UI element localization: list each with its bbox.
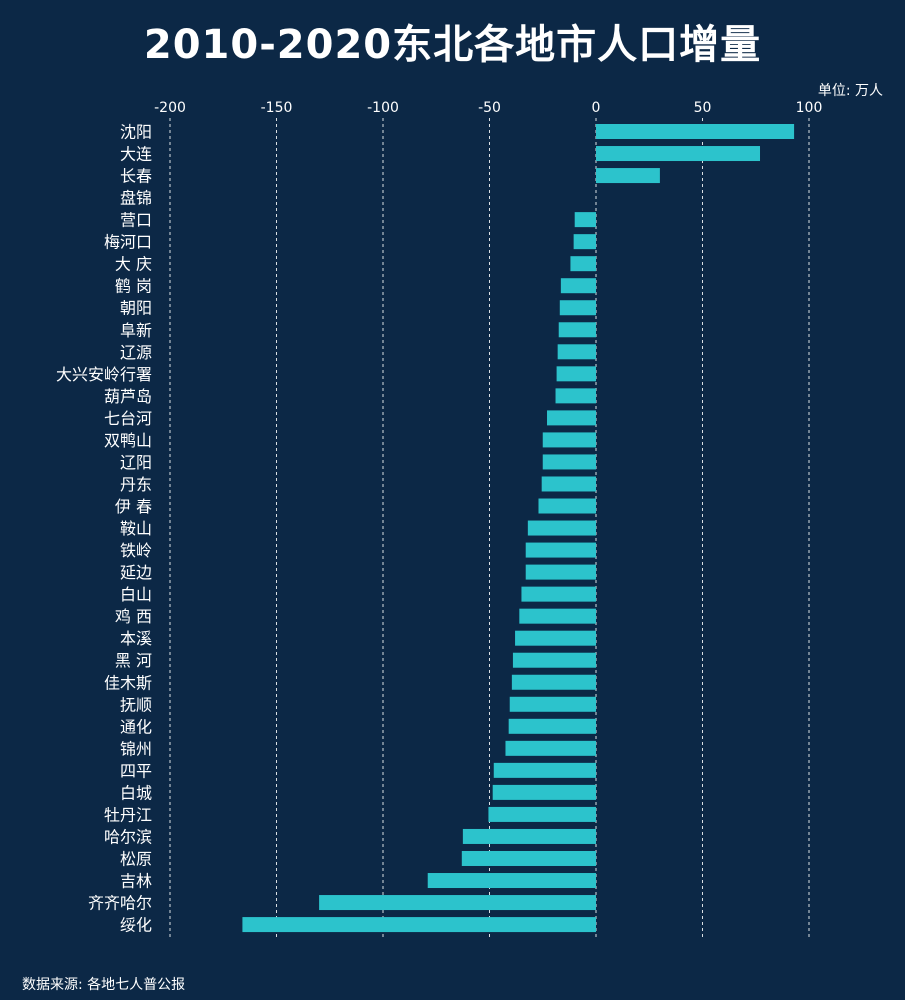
category-label: 丹东 [120,475,152,494]
category-label: 长春 [120,167,152,186]
category-label: 黑 河 [115,651,152,670]
bar [542,454,596,470]
x-tick-label: 0 [592,100,601,116]
bar [525,542,596,558]
bar [512,652,596,668]
category-label: 鞍山 [120,519,152,538]
bar [555,388,596,404]
x-tick-label: 100 [796,100,823,116]
bar [596,168,660,184]
bar [541,476,596,492]
category-label: 大 庆 [115,255,152,274]
category-label: 伊 春 [115,497,152,516]
category-label: 营口 [120,211,152,230]
category-label: 松原 [120,849,152,868]
bar [547,410,596,426]
bar [542,432,596,448]
category-label: 吉林 [120,872,152,891]
category-label: 朝阳 [120,299,152,318]
bar [538,498,596,514]
category-label: 鹤 岗 [115,277,152,296]
category-label: 阜新 [120,321,152,340]
x-tick-label: -150 [261,100,293,116]
bar [319,895,596,911]
category-label: 铁岭 [120,541,152,560]
category-label: 梅河口 [104,233,152,252]
x-tick-label: 50 [694,100,712,116]
x-tick-label: -50 [478,100,501,116]
bars [242,124,795,933]
bar [509,696,596,712]
category-label: 双鸭山 [104,431,152,450]
category-label: 盘锦 [120,189,152,208]
bar [556,366,596,382]
bar [493,762,596,778]
category-label: 白城 [120,783,152,802]
x-tick-label: -100 [367,100,399,116]
bar [596,146,761,162]
bar [488,806,596,822]
source-note: 数据来源: 各地七人普公报 [22,977,186,993]
category-label: 齐齐哈尔 [88,894,152,913]
bar [570,256,596,272]
bar [558,322,596,338]
category-label: 抚顺 [120,695,152,714]
unit-label: 单位: 万人 [817,83,883,99]
bar [557,344,596,360]
category-label: 绥化 [120,916,152,935]
category-label: 辽阳 [120,453,152,472]
category-label: 哈尔滨 [104,827,152,846]
bar [462,828,596,844]
category-label: 沈阳 [120,123,152,142]
x-axis-ticks: -200 -150 -100 -50 0 50 100 [154,100,822,116]
bar [560,278,596,294]
bar [427,873,596,889]
category-label: 鸡 西 [115,607,152,626]
bar [527,520,596,536]
category-label: 本溪 [120,629,152,648]
category-label: 大连 [120,145,152,164]
bar [573,234,596,250]
category-label: 辽源 [120,343,152,362]
bar [511,674,596,690]
bar [242,917,597,933]
bar [596,124,795,139]
category-label: 七台河 [104,409,152,428]
category-label: 佳木斯 [104,673,152,692]
bar [461,850,596,866]
category-label: 四平 [120,761,152,780]
category-label: 延边 [120,563,152,582]
bar [519,608,596,624]
bar [559,300,596,316]
x-tick-label: -200 [154,100,186,116]
category-label: 葫芦岛 [104,387,152,406]
chart-title: 2010-2020东北各地市人口增量 [143,22,762,68]
category-label: 牡丹江 [104,805,152,824]
bar [492,784,596,800]
bar [525,564,596,580]
category-label: 锦州 [120,739,152,758]
bar [505,740,596,756]
category-label: 大兴安岭行署 [56,365,152,384]
bar [574,212,596,228]
bar [515,630,596,646]
category-label: 白山 [120,585,152,604]
category-label: 通化 [120,717,152,736]
bar [521,586,596,602]
bar [508,718,596,734]
